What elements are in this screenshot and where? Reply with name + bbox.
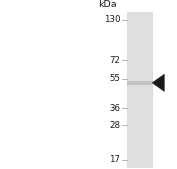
Text: kDa: kDa [98, 0, 117, 9]
Text: 36: 36 [109, 104, 120, 113]
Bar [127, 12, 152, 168]
Text: 28: 28 [109, 121, 120, 130]
Polygon shape [152, 74, 164, 91]
Bar [127, 81, 152, 85]
Text: 130: 130 [104, 15, 120, 24]
Text: 55: 55 [109, 74, 120, 83]
Text: 72: 72 [109, 56, 120, 65]
Text: 17: 17 [109, 155, 120, 164]
